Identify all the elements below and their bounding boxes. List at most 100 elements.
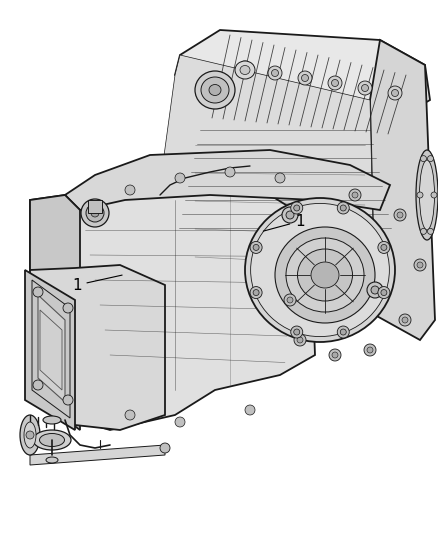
Circle shape <box>63 395 73 405</box>
Ellipse shape <box>39 433 64 447</box>
Polygon shape <box>30 180 315 430</box>
Circle shape <box>402 317 408 323</box>
Circle shape <box>427 228 434 235</box>
Polygon shape <box>30 265 165 430</box>
Circle shape <box>33 287 43 297</box>
Circle shape <box>286 211 294 219</box>
Circle shape <box>340 329 346 335</box>
Circle shape <box>337 202 349 214</box>
Ellipse shape <box>46 457 58 463</box>
Circle shape <box>284 294 296 306</box>
Ellipse shape <box>245 198 395 342</box>
Ellipse shape <box>251 204 389 337</box>
Circle shape <box>291 202 303 214</box>
Circle shape <box>294 329 300 335</box>
Circle shape <box>388 86 402 100</box>
Circle shape <box>381 245 387 251</box>
Circle shape <box>225 167 235 177</box>
Polygon shape <box>30 445 165 465</box>
Polygon shape <box>25 270 75 430</box>
Circle shape <box>349 189 361 201</box>
Circle shape <box>367 282 383 298</box>
Circle shape <box>291 326 303 338</box>
Ellipse shape <box>420 160 434 230</box>
Circle shape <box>378 287 390 298</box>
Circle shape <box>414 259 426 271</box>
Circle shape <box>175 417 185 427</box>
Ellipse shape <box>201 77 229 103</box>
Circle shape <box>328 76 342 90</box>
Ellipse shape <box>33 430 71 450</box>
Circle shape <box>26 431 34 439</box>
Circle shape <box>329 349 341 361</box>
Circle shape <box>358 81 372 95</box>
Circle shape <box>245 405 255 415</box>
Circle shape <box>63 303 73 313</box>
Circle shape <box>297 337 303 343</box>
Circle shape <box>397 212 403 218</box>
Circle shape <box>250 287 262 298</box>
Circle shape <box>337 326 349 338</box>
Ellipse shape <box>311 262 339 288</box>
Polygon shape <box>30 195 80 430</box>
Ellipse shape <box>43 416 61 424</box>
Circle shape <box>81 199 109 227</box>
Circle shape <box>125 185 135 195</box>
Circle shape <box>371 286 379 294</box>
Ellipse shape <box>416 150 438 240</box>
Text: 1: 1 <box>263 214 305 231</box>
Ellipse shape <box>235 61 255 79</box>
Circle shape <box>340 205 346 211</box>
Circle shape <box>282 207 298 223</box>
Ellipse shape <box>24 422 36 448</box>
Polygon shape <box>370 40 435 340</box>
Circle shape <box>160 443 170 453</box>
Text: 1: 1 <box>72 275 122 293</box>
Ellipse shape <box>297 249 353 301</box>
Circle shape <box>417 262 423 268</box>
Circle shape <box>427 156 434 161</box>
Circle shape <box>332 79 339 86</box>
Circle shape <box>91 209 99 217</box>
Circle shape <box>86 204 104 222</box>
Ellipse shape <box>286 238 364 312</box>
Circle shape <box>175 173 185 183</box>
Circle shape <box>268 66 282 80</box>
Circle shape <box>294 334 306 346</box>
Polygon shape <box>160 55 375 335</box>
Circle shape <box>431 192 437 198</box>
Circle shape <box>364 344 376 356</box>
Circle shape <box>294 205 300 211</box>
Circle shape <box>352 192 358 198</box>
Circle shape <box>241 64 248 71</box>
Circle shape <box>378 241 390 253</box>
Polygon shape <box>88 200 102 213</box>
Ellipse shape <box>275 227 375 323</box>
Ellipse shape <box>240 66 250 75</box>
Circle shape <box>272 69 279 77</box>
Circle shape <box>33 380 43 390</box>
Circle shape <box>361 85 368 92</box>
Circle shape <box>125 410 135 420</box>
Circle shape <box>287 297 293 303</box>
Circle shape <box>250 241 262 253</box>
Circle shape <box>399 314 411 326</box>
Circle shape <box>392 90 399 96</box>
Circle shape <box>394 209 406 221</box>
Ellipse shape <box>20 415 40 455</box>
Circle shape <box>420 156 427 161</box>
Polygon shape <box>38 295 65 402</box>
Circle shape <box>417 192 423 198</box>
Circle shape <box>253 289 259 296</box>
Circle shape <box>238 61 252 75</box>
Polygon shape <box>175 30 430 120</box>
Circle shape <box>301 75 308 82</box>
Polygon shape <box>65 150 390 210</box>
Ellipse shape <box>209 85 221 95</box>
Circle shape <box>275 173 285 183</box>
Circle shape <box>420 228 427 235</box>
Circle shape <box>332 352 338 358</box>
Circle shape <box>381 289 387 296</box>
Circle shape <box>298 71 312 85</box>
Ellipse shape <box>195 71 235 109</box>
